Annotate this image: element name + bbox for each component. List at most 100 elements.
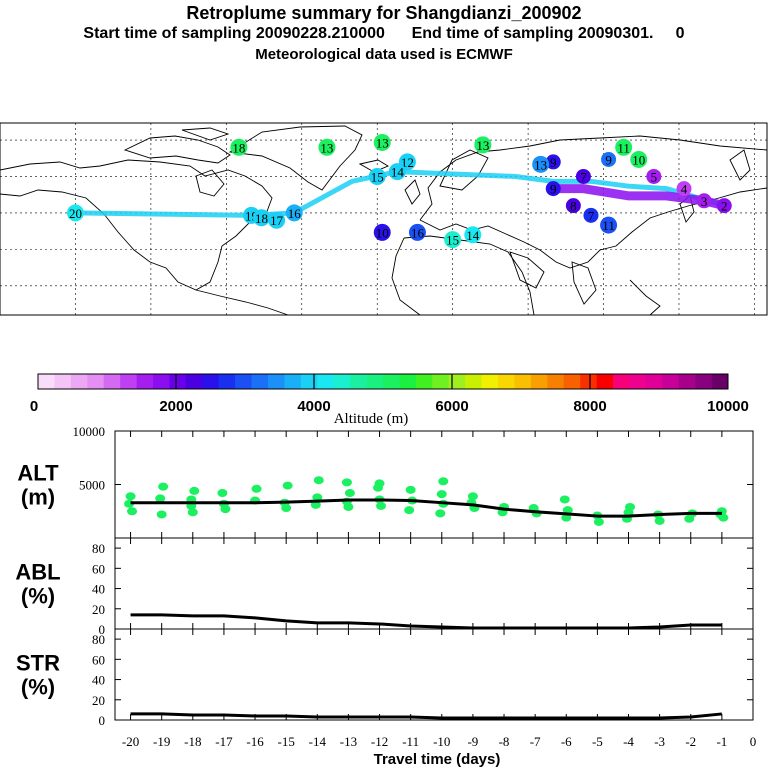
plume-marker: 18: [230, 138, 248, 156]
colorbar-swatch: [268, 374, 285, 389]
x-tick-label: -14: [309, 734, 327, 749]
colorbar-swatch: [481, 374, 499, 389]
plume-marker: 8: [565, 198, 581, 214]
data-point: [684, 514, 695, 523]
plume-marker-dot: [474, 136, 492, 154]
data-point: [187, 508, 198, 517]
colorbar-swatch: [547, 374, 565, 389]
plume-marker-label: 10: [632, 152, 645, 167]
plume-marker: 10: [373, 223, 391, 241]
plume-marker-label: 13: [320, 140, 333, 155]
colorbar-swatch: [54, 374, 72, 389]
y-tick-label: 20: [92, 693, 105, 708]
colorbar-swatch: [580, 374, 597, 389]
x-tick-label: -13: [340, 734, 357, 749]
plume-marker-dot: [373, 133, 391, 151]
plume-marker-label: 7: [580, 169, 587, 184]
colorbar-swatch: [300, 374, 318, 389]
data-point: [220, 505, 231, 514]
colorbar-swatch: [284, 374, 302, 389]
plume-marker-dot: [464, 226, 482, 244]
data-point: [593, 517, 604, 526]
plume-marker: 9: [545, 181, 561, 197]
plume-marker-label: 3: [701, 194, 708, 209]
x-tick-label: -11: [402, 734, 419, 749]
data-point: [217, 489, 228, 498]
plume-marker-dot: [575, 168, 591, 184]
data-point: [436, 490, 447, 499]
y-tick-label: 40: [92, 673, 105, 688]
x-axis-label: Travel time (days): [374, 751, 501, 768]
plume-marker-label: 5: [651, 169, 658, 184]
x-tick-label: -9: [467, 734, 478, 749]
x-tick-label: -4: [623, 734, 634, 749]
y-tick-label: 10000: [73, 424, 106, 439]
data-point: [156, 510, 167, 519]
plume-marker-label: 18: [232, 140, 245, 155]
plume-marker-label: 14: [466, 228, 480, 243]
x-tick-label: -20: [122, 734, 139, 749]
plume-marker-dot: [318, 138, 336, 156]
colorbar-swatch: [695, 374, 712, 389]
data-point: [341, 478, 352, 487]
x-tick-label: -8: [499, 734, 510, 749]
sampling-time-line: Start time of sampling 20090228.210000 E…: [83, 25, 685, 42]
colorbar-swatch: [563, 374, 581, 389]
colorbar-swatch: [498, 374, 515, 389]
altitude-colorbar: 0 2000 4000 6000 8000 10000 Altitude (m): [30, 373, 749, 427]
y-tick-label: 5000: [79, 478, 105, 493]
colorbar-swatch: [399, 374, 417, 389]
plume-marker-dot: [676, 181, 692, 197]
y-tick-label: 80: [92, 541, 105, 556]
panel-name: ALT: [17, 461, 59, 486]
data-point: [251, 484, 262, 493]
colorbar-swatch: [87, 374, 105, 389]
plume-marker: 14: [464, 226, 482, 244]
colorbar-swatch: [415, 374, 433, 389]
plume-marker-label: 12: [401, 155, 414, 170]
time-series-panels: ALT(m)100005000ABL(%)806040200STR(%)8060…: [15, 424, 756, 749]
plume-marker-dot: [66, 204, 84, 222]
x-tick-label: 0: [750, 734, 757, 749]
x-tick-label: -19: [153, 734, 170, 749]
plume-marker: 9: [545, 154, 561, 170]
x-tick-label: -7: [530, 734, 541, 749]
plume-marker-label: 7: [588, 208, 595, 223]
colorbar-swatch: [596, 374, 614, 389]
plume-marker-label: 16: [411, 225, 425, 240]
panel-name: STR: [16, 651, 60, 676]
plume-marker: 16: [285, 204, 303, 222]
x-tick-label: -10: [433, 734, 450, 749]
plume-marker-label: 11: [617, 140, 630, 155]
colorbar-swatch: [678, 374, 696, 389]
colorbar-swatch: [202, 374, 220, 389]
plume-marker-label: 13: [534, 157, 547, 172]
colorbar-swatch: [153, 374, 170, 389]
plume-marker-dot: [408, 223, 426, 241]
plume-marker-dot: [388, 163, 406, 181]
plume-marker-label: 16: [288, 206, 302, 221]
plume-marker: 11: [615, 138, 633, 156]
plume-marker-label: 9: [605, 152, 612, 167]
plume-marker: 20: [66, 204, 84, 222]
data-point: [438, 477, 449, 486]
plume-marker-dot: [600, 216, 618, 234]
plume-marker-dot: [373, 223, 391, 241]
data-point: [562, 506, 573, 515]
plume-marker: 15: [444, 231, 462, 249]
data-point: [310, 500, 321, 509]
plume-marker-dot: [532, 155, 550, 173]
y-tick-label: 60: [92, 561, 105, 576]
x-axis: -20 -19 -18 -17 -16 -15 -14 -13 -12 -11 -10 -9 -8 -7-…: [122, 734, 756, 749]
colorbar-frame: [37, 373, 729, 390]
panel-alt: ALT(m) 10000 5000: [17, 424, 754, 539]
plume-marker-dot: [583, 207, 599, 223]
colorbar-tick-label: 0: [30, 398, 38, 415]
colorbar-swatch: [350, 374, 367, 389]
colorbar-swatch: [38, 374, 55, 389]
mean-line: [130, 712, 723, 720]
data-point: [282, 481, 293, 490]
colorbar-swatch: [514, 374, 532, 389]
